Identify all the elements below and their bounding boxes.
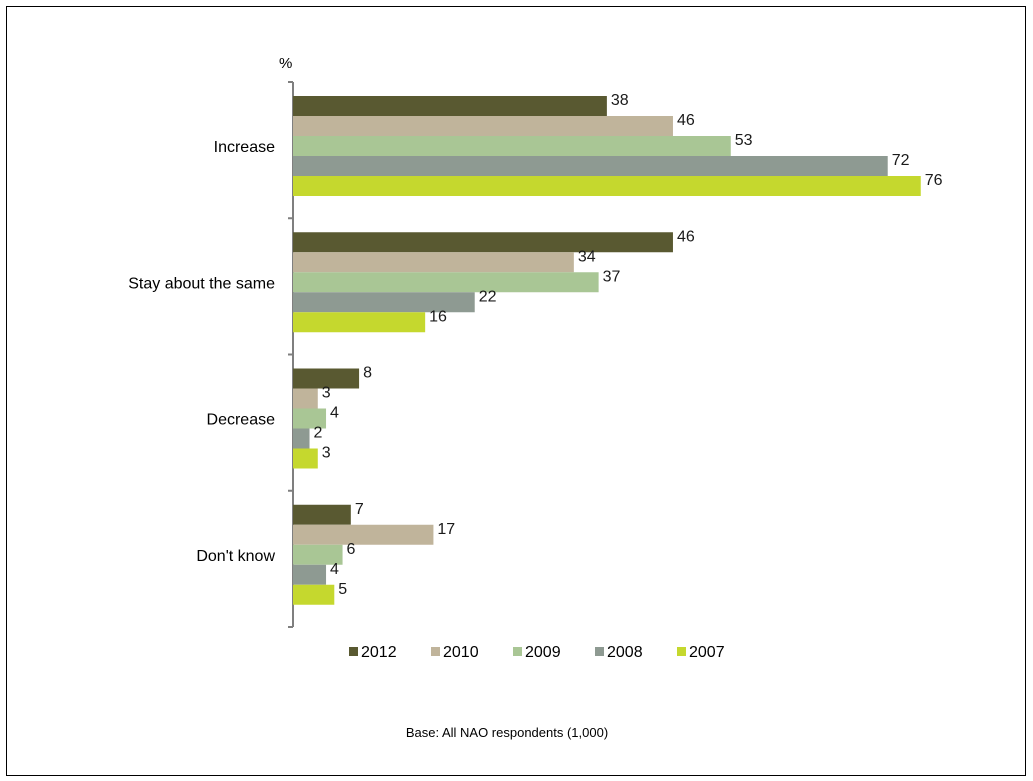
data-label-stay-about-the-same-2008: 22	[479, 288, 497, 305]
data-label-increase-2010: 46	[677, 112, 695, 129]
bar-decrease-2012	[293, 368, 360, 389]
legend: 2012 2010 2009 2008 2007	[349, 644, 725, 661]
legend-label-2010: 2010	[443, 644, 479, 661]
bar-stay-about-the-same-2007	[293, 312, 426, 333]
data-label-decrease-2007: 3	[322, 445, 331, 462]
bar-stay-about-the-same-2010	[293, 252, 574, 273]
bar-don-t-know-2008	[293, 564, 327, 585]
data-label-stay-about-the-same-2010: 34	[578, 248, 596, 265]
data-label-stay-about-the-same-2009: 37	[603, 268, 621, 285]
data-label-don-t-know-2010: 17	[437, 521, 455, 538]
data-label-increase-2012: 38	[611, 92, 629, 109]
legend-swatch-2010	[431, 647, 440, 656]
legend-label-2007: 2007	[689, 644, 725, 661]
data-label-increase-2009: 53	[735, 132, 753, 149]
bar-stay-about-the-same-2008	[293, 292, 475, 313]
legend-label-2009: 2009	[525, 644, 561, 661]
data-label-decrease-2010: 3	[322, 385, 331, 402]
bar-decrease-2010	[293, 388, 318, 409]
data-label-stay-about-the-same-2007: 16	[429, 308, 447, 325]
data-label-don-t-know-2007: 5	[338, 581, 347, 598]
category-label-increase: Increase	[214, 139, 275, 156]
bar-increase-2007	[293, 176, 921, 196]
chart-frame: % 38 46 53 72 76 46 34 37 22 16 8 3 4 2 3 7 17 6 4 5 Increa…	[6, 6, 1026, 776]
category-label-decrease: Decrease	[207, 412, 276, 429]
data-label-don-t-know-2012: 7	[355, 501, 364, 518]
bar-increase-2010	[293, 116, 673, 136]
bar-increase-2009	[293, 136, 731, 156]
data-label-decrease-2009: 4	[330, 405, 339, 422]
data-label-increase-2008: 72	[892, 152, 910, 169]
legend-swatch-2008	[595, 647, 604, 656]
data-label-don-t-know-2009: 6	[347, 541, 356, 558]
category-label-don-t-know: Don't know	[196, 548, 275, 565]
data-label-decrease-2012: 8	[363, 365, 372, 382]
legend-label-2008: 2008	[607, 644, 643, 661]
bar-don-t-know-2010	[293, 524, 434, 545]
bar-increase-2012	[293, 96, 607, 116]
bar-don-t-know-2007	[293, 584, 335, 605]
legend-swatch-2012	[349, 647, 358, 656]
data-label-increase-2007: 76	[925, 172, 943, 189]
bar-stay-about-the-same-2009	[293, 272, 599, 293]
unit-label: %	[279, 55, 292, 72]
legend-swatch-2009	[513, 647, 522, 656]
category-axis	[288, 81, 294, 628]
bar-don-t-know-2012	[293, 504, 351, 525]
legend-label-2012: 2012	[361, 644, 397, 661]
data-label-don-t-know-2008: 4	[330, 561, 339, 578]
data-label-decrease-2008: 2	[314, 425, 323, 442]
bar-stay-about-the-same-2012	[293, 232, 673, 253]
footnote: Base: All NAO respondents (1,000)	[406, 725, 608, 740]
bar-don-t-know-2009	[293, 544, 343, 565]
category-label-stay-about-the-same: Stay about the same	[128, 275, 275, 292]
legend-swatch-2007	[677, 647, 686, 656]
bar-decrease-2008	[293, 428, 310, 449]
bar-decrease-2007	[293, 448, 318, 469]
category-labels: Increase Stay about the same Decrease Don't…	[128, 139, 275, 565]
bar-increase-2008	[293, 156, 888, 176]
bar-decrease-2009	[293, 408, 327, 429]
data-label-stay-about-the-same-2012: 46	[677, 228, 695, 245]
